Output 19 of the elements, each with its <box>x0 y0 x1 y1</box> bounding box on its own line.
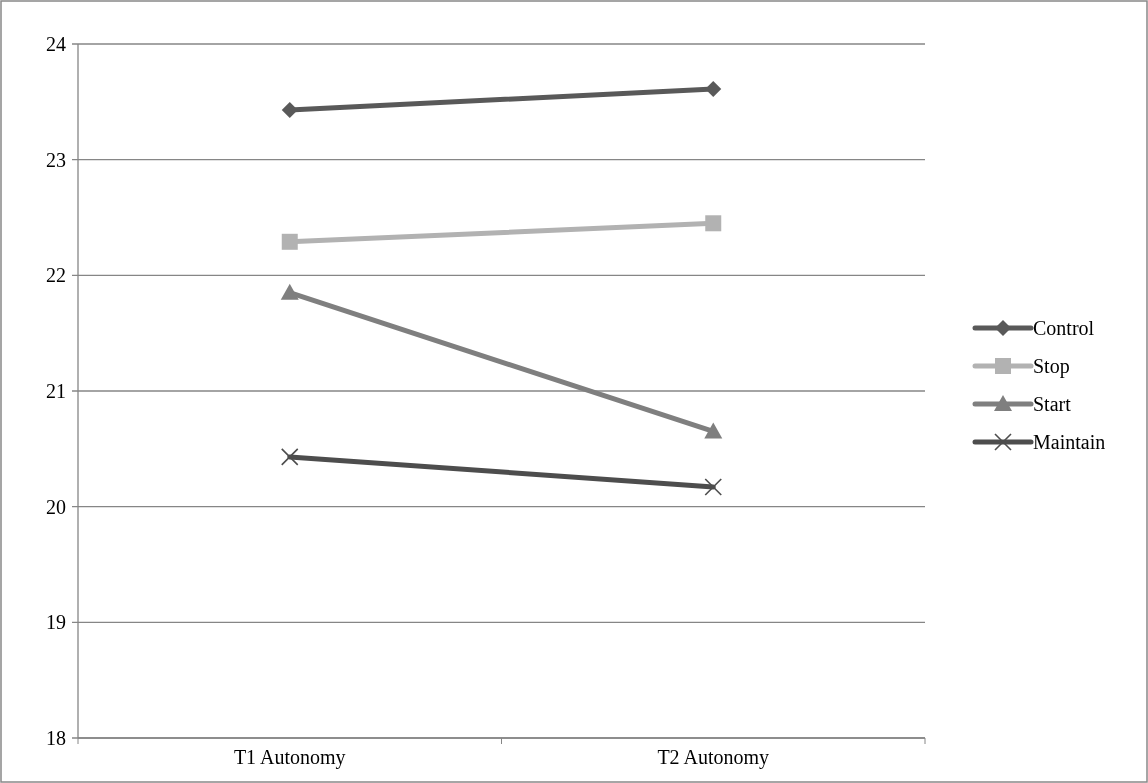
legend-label: Control <box>1033 317 1095 339</box>
legend-label: Stop <box>1033 355 1070 378</box>
x-tick-label: T2 Autonomy <box>657 746 770 769</box>
y-tick-label: 22 <box>46 264 66 287</box>
point <box>704 478 723 496</box>
point <box>280 448 299 466</box>
y-tick-label: 23 <box>46 148 66 171</box>
y-tick-label: 24 <box>46 33 66 55</box>
point <box>705 81 722 98</box>
x-tick-label: T1 Autonomy <box>233 746 346 769</box>
y-tick-label: 21 <box>46 380 66 402</box>
y-tick-label: 19 <box>46 611 66 634</box>
legend-label: Start <box>1033 393 1072 415</box>
y-tick-label: 20 <box>46 495 66 518</box>
point <box>705 215 722 232</box>
y-tick-label: 18 <box>46 727 66 749</box>
legend-label: Maintain <box>1033 431 1106 453</box>
point <box>281 101 298 118</box>
point <box>281 233 298 250</box>
